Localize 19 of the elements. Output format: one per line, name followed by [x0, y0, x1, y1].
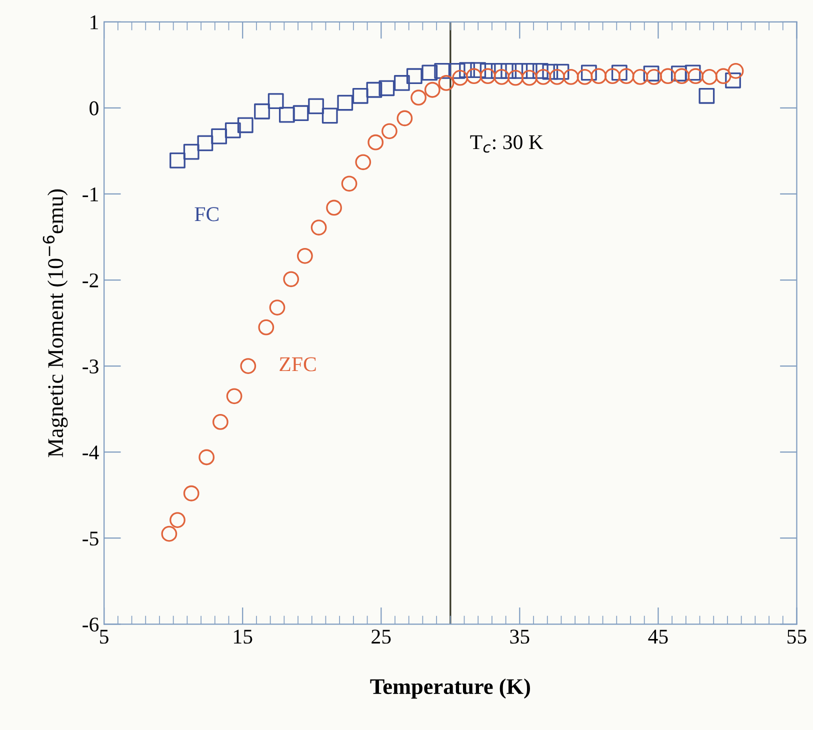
x-tick-label: 45	[648, 630, 668, 644]
series-label: ZFC	[280, 357, 316, 372]
x-tick-label: 25	[372, 630, 391, 644]
x-tick-label: 35	[510, 630, 530, 644]
y-tick-label: 0	[90, 101, 98, 116]
y-axis-title: Magnetic Moment (10$^{−6}$emu)	[42, 189, 68, 458]
y-tick-label: -5	[82, 532, 98, 546]
y-tick-label: -2	[82, 273, 98, 288]
y-tick-label: -4	[82, 446, 99, 460]
x-tick-label: 15	[234, 630, 252, 644]
ref-line-label: T$_{c}$: 30 K	[470, 135, 544, 153]
y-tick-label: -3	[82, 359, 98, 374]
y-tick-label: 1	[90, 15, 98, 30]
x-tick-label: 5	[100, 630, 108, 644]
series-label: FC	[194, 207, 218, 222]
y-tick-label: -1	[82, 187, 98, 202]
x-axis-title: Temperature (K)	[370, 678, 530, 699]
y-tick-label: -6	[82, 618, 99, 632]
x-tick-label: 55	[788, 630, 806, 644]
